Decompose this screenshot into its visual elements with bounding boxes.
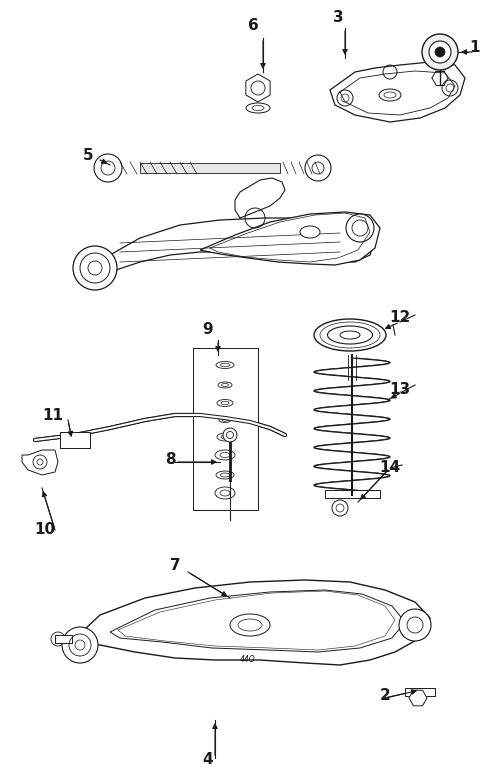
Text: 5: 5 [83,147,93,162]
Ellipse shape [340,331,360,339]
Polygon shape [22,450,58,475]
Text: 1: 1 [470,41,480,55]
Polygon shape [325,490,380,498]
Text: 7: 7 [170,558,180,573]
Text: 6: 6 [247,17,258,33]
Ellipse shape [379,89,401,101]
Text: 4: 4 [203,753,213,768]
Ellipse shape [327,326,372,344]
Text: 44O: 44O [240,655,256,665]
Circle shape [429,41,451,63]
Bar [193,348,258,510]
Text: 9: 9 [203,322,213,338]
Polygon shape [405,688,435,696]
Polygon shape [55,635,72,643]
Text: 8: 8 [165,452,175,467]
Polygon shape [60,432,90,448]
Polygon shape [200,212,380,265]
Ellipse shape [230,614,270,636]
Text: 3: 3 [333,10,343,26]
Circle shape [435,47,445,57]
Circle shape [422,34,458,70]
Polygon shape [140,163,280,173]
Text: 2: 2 [380,687,391,703]
Ellipse shape [246,103,270,113]
Circle shape [62,627,98,663]
Text: 14: 14 [379,460,400,476]
Text: 10: 10 [34,523,55,537]
Polygon shape [330,62,465,122]
Circle shape [346,214,374,242]
Polygon shape [85,218,375,280]
Text: 11: 11 [43,407,64,423]
Text: 12: 12 [390,310,411,325]
Polygon shape [110,590,405,652]
Polygon shape [246,74,270,102]
Ellipse shape [300,226,320,238]
Circle shape [399,609,431,641]
Text: 13: 13 [390,382,411,398]
Circle shape [73,246,117,290]
Polygon shape [409,690,427,706]
Polygon shape [62,580,430,665]
Ellipse shape [223,428,237,442]
Ellipse shape [314,319,386,351]
